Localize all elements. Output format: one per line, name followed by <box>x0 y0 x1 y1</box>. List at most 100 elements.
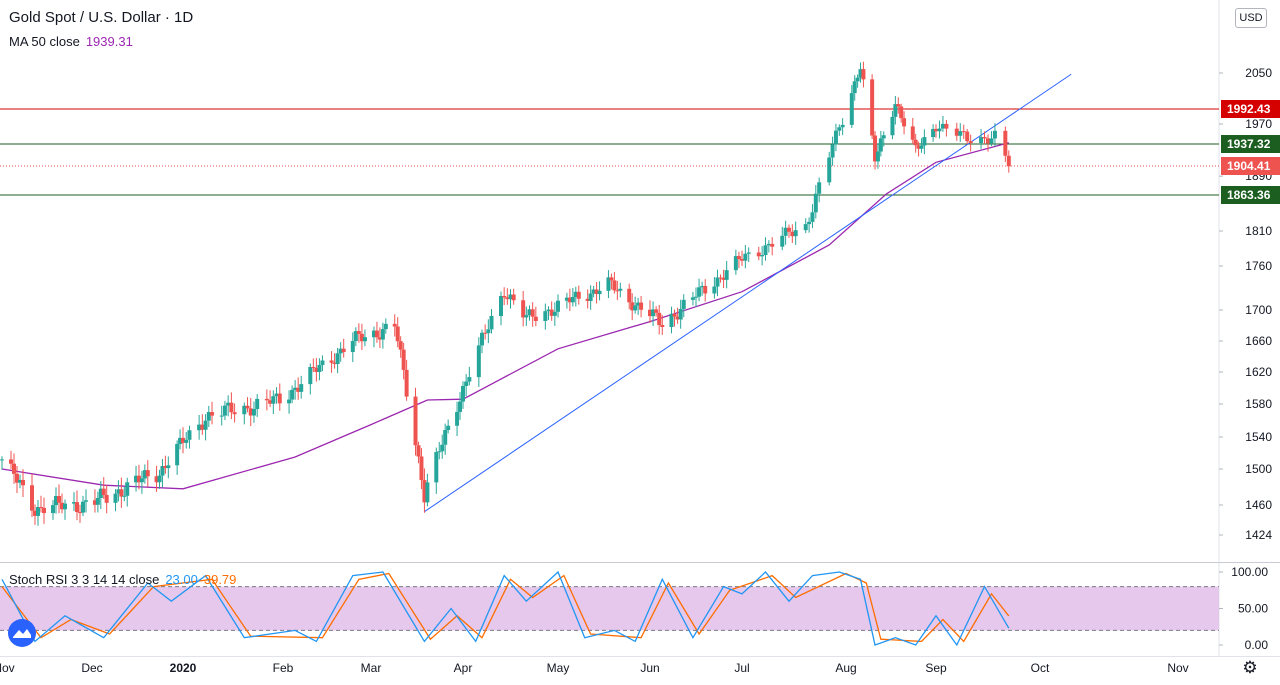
candle-body <box>36 507 40 516</box>
candle-body <box>175 443 180 466</box>
candle-body <box>660 324 665 328</box>
candle-body <box>293 387 298 390</box>
candle-body <box>982 136 987 139</box>
time-tick-label: Aug <box>835 661 856 675</box>
candle-body <box>606 277 611 291</box>
candle-body <box>98 488 103 498</box>
candle-body <box>902 118 907 127</box>
candle-body <box>84 500 88 502</box>
candle-body <box>119 489 124 497</box>
candle-body <box>618 288 623 291</box>
candle-body <box>57 496 61 503</box>
candle-body <box>740 258 744 261</box>
candle-body <box>564 297 569 301</box>
price-tick-label: 1460 <box>1245 498 1272 512</box>
candle-body <box>890 116 895 136</box>
candle-body <box>104 494 109 503</box>
candle-body <box>422 480 427 503</box>
candle-body <box>356 331 361 334</box>
candle-body <box>937 128 942 132</box>
candle-body <box>299 384 304 392</box>
candle-body <box>694 296 698 298</box>
candle-body <box>609 277 614 281</box>
candle-body <box>855 77 860 82</box>
candle-body <box>15 473 19 483</box>
candle-body <box>18 479 22 483</box>
candle-body <box>341 348 346 353</box>
candle-body <box>630 302 635 311</box>
candle-body <box>527 309 532 316</box>
ma-value: 1939.31 <box>85 34 133 49</box>
candle-body <box>446 425 451 431</box>
candle-body <box>163 465 168 469</box>
candle-body <box>588 293 593 301</box>
candle-body <box>576 291 581 299</box>
price-tick-label: 1500 <box>1245 462 1272 476</box>
resistance-price-label: 1992.43 <box>1227 102 1271 116</box>
candle-body <box>63 503 67 510</box>
candle-body <box>721 277 726 280</box>
candle-body <box>965 131 970 142</box>
candle-body <box>264 398 269 401</box>
candle-body <box>837 127 842 131</box>
trendline <box>424 73 1072 513</box>
current-price-tag <box>1221 157 1280 175</box>
candle-body <box>746 252 751 254</box>
candle-body <box>633 305 638 311</box>
candle-body <box>437 451 442 453</box>
candle-body <box>72 502 76 504</box>
settings-gear-icon[interactable]: ⚙ <box>1242 658 1258 677</box>
candle-body <box>401 349 406 370</box>
candle-body <box>371 330 376 338</box>
candle-body <box>210 412 215 416</box>
price-tick-label: 1620 <box>1245 365 1272 379</box>
candle-body <box>681 299 686 309</box>
candle-body <box>296 387 301 392</box>
candle-body <box>255 398 260 410</box>
candle-body <box>489 315 494 330</box>
candle-body <box>570 296 575 303</box>
stoch-k-line <box>1 570 1010 647</box>
candle-body <box>332 362 337 365</box>
candle-body <box>594 289 599 295</box>
candle-body <box>222 405 227 416</box>
candle-body <box>827 157 832 183</box>
candle-body <box>383 323 388 330</box>
candle-body <box>654 309 659 313</box>
candle-body <box>78 512 82 514</box>
stoch-k-value: 23.00 <box>165 572 198 587</box>
candle-body <box>979 136 984 144</box>
candle-body <box>1006 155 1011 167</box>
candle-body <box>166 465 171 469</box>
candle-body <box>567 297 572 303</box>
currency-button[interactable]: USD <box>1235 8 1267 28</box>
candle-body <box>338 348 343 354</box>
candle-body <box>817 182 822 194</box>
candle-body <box>916 145 921 149</box>
candle-body <box>287 399 292 404</box>
tradingview-logo-icon[interactable] <box>8 619 36 647</box>
candle-body <box>187 430 192 440</box>
candle-body <box>766 243 771 246</box>
stoch-band <box>0 586 1219 631</box>
candle-body <box>455 411 460 426</box>
ma50-line <box>1 142 1009 490</box>
candle-body <box>54 496 58 506</box>
candle-body <box>986 138 990 144</box>
candle-body <box>392 323 397 327</box>
candle-body <box>464 381 469 387</box>
candle-body <box>736 256 741 259</box>
stoch-d-value: 39.79 <box>203 572 237 587</box>
candle-body <box>878 138 883 152</box>
candle-body <box>197 424 202 431</box>
ma-label: MA 50 close <box>9 34 80 49</box>
candle-body <box>320 360 325 366</box>
candle-body <box>770 243 775 247</box>
candle-body <box>353 331 358 342</box>
candle-body <box>139 478 144 483</box>
support-price-label: 1937.32 <box>1227 137 1271 151</box>
candle-body <box>830 144 835 158</box>
candle-body <box>229 402 234 413</box>
candle-body <box>30 485 34 511</box>
